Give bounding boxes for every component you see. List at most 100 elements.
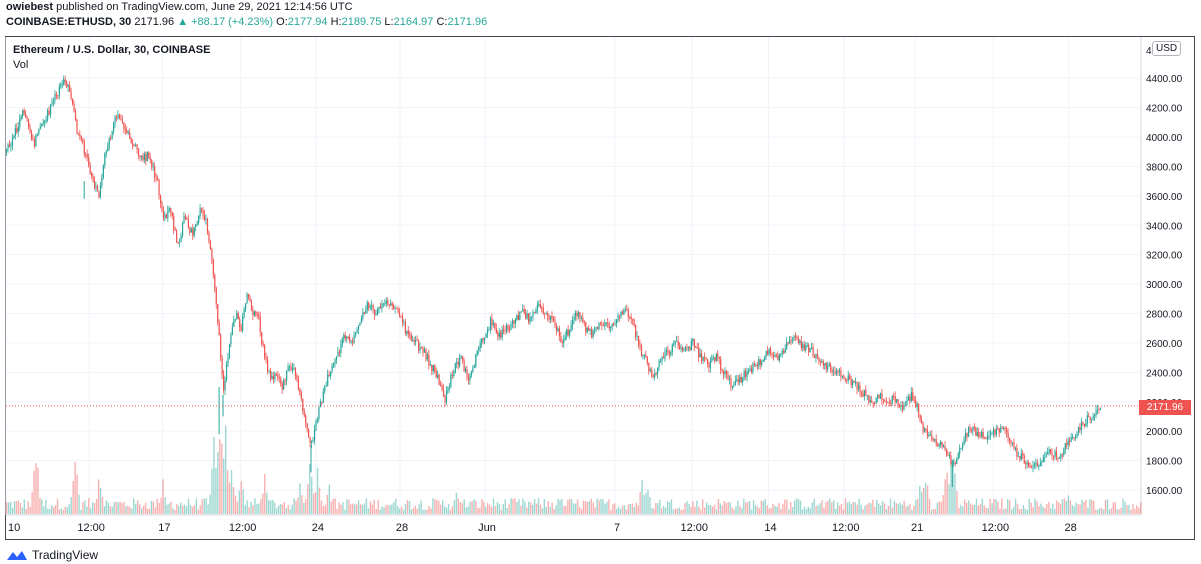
volume-bar <box>242 489 244 514</box>
volume-bar <box>891 507 894 514</box>
candle-body <box>201 208 203 210</box>
candle-body <box>76 119 78 134</box>
candle-body <box>121 119 124 123</box>
candle-body <box>1085 423 1087 426</box>
candle-body <box>783 350 785 353</box>
volume-bar <box>686 501 688 514</box>
candle-body <box>324 386 326 392</box>
candle-body <box>481 338 483 343</box>
candle-body <box>155 177 157 179</box>
volume-bar <box>844 498 847 514</box>
candle-body <box>601 324 603 326</box>
candle-body <box>1066 443 1068 445</box>
volume-bar <box>256 504 258 514</box>
candle-body <box>901 405 904 410</box>
candle-body <box>459 358 461 366</box>
volume-bar <box>369 501 372 514</box>
candle-body <box>739 376 741 383</box>
candle-body <box>560 336 562 343</box>
volume-bar <box>893 500 896 514</box>
volume-bar <box>967 500 970 514</box>
candle-body <box>1004 427 1006 430</box>
volume-bar <box>885 509 888 514</box>
candle-body <box>312 440 314 442</box>
volume-bar <box>1069 500 1072 514</box>
volume-bar <box>821 500 823 514</box>
candle-body <box>922 422 924 432</box>
candle-body <box>165 214 168 219</box>
candle-body <box>32 139 34 141</box>
volume-bar <box>1042 506 1044 514</box>
volume-bar <box>555 505 557 514</box>
volume-bar <box>312 493 315 514</box>
candle-body <box>579 312 581 319</box>
volume-bar <box>764 498 767 514</box>
candle-body <box>177 242 179 244</box>
volume-bar <box>1046 504 1048 514</box>
volume-bar <box>831 502 833 514</box>
volume-bar <box>834 508 837 514</box>
candle-body <box>126 130 128 134</box>
candle-body <box>831 369 833 373</box>
candle-body <box>255 311 257 316</box>
candle-body <box>98 191 100 198</box>
volume-bar <box>909 503 911 514</box>
candle-body <box>404 322 407 334</box>
candle-body <box>259 316 261 333</box>
candle-body <box>618 315 621 317</box>
volume-bar <box>205 498 207 514</box>
volume-bar <box>897 503 899 514</box>
candle-body <box>1030 466 1033 468</box>
candle-body <box>682 347 684 351</box>
candle-body <box>316 419 319 421</box>
volume-bar <box>52 506 55 514</box>
candle-body <box>583 321 585 323</box>
volume-bar <box>316 467 319 514</box>
volume-bar <box>651 507 653 514</box>
candle-body <box>99 185 102 198</box>
candle-body <box>654 373 656 377</box>
volume-bar <box>453 500 456 514</box>
candle-body <box>982 432 984 439</box>
candle-body <box>379 306 382 309</box>
tradingview-footer[interactable]: TradingView <box>6 548 98 562</box>
volume-bar <box>975 498 978 514</box>
published-text: published on TradingView.com, June 29, 2… <box>56 1 353 13</box>
volume-bar <box>74 462 76 514</box>
candle-body <box>702 356 704 361</box>
volume-bar <box>533 499 536 514</box>
volume-bar <box>768 508 770 514</box>
candle-body <box>469 375 471 381</box>
candle-body <box>290 366 292 370</box>
candle-body <box>877 394 879 398</box>
candle-body <box>230 335 232 345</box>
candle-body <box>287 366 289 372</box>
volume-bar <box>11 507 14 514</box>
volume-bar <box>1085 500 1087 514</box>
volume-bar <box>90 507 92 514</box>
candle-body <box>158 180 160 196</box>
candle-body <box>882 399 885 401</box>
candle-body <box>435 371 437 378</box>
volume-bar <box>991 503 993 514</box>
volume-bar <box>928 498 931 514</box>
volume-bar <box>267 500 270 514</box>
candle-body <box>236 313 238 319</box>
candle-body <box>1061 454 1063 456</box>
currency-badge[interactable]: USD <box>1152 41 1182 56</box>
volume-bar <box>252 505 254 514</box>
candle-body <box>23 110 25 114</box>
volume-bar <box>289 509 291 514</box>
candle-body <box>1016 448 1018 457</box>
volume-bar <box>1020 509 1023 514</box>
candle-body <box>184 215 187 218</box>
candle-body <box>730 378 732 388</box>
volume-bar <box>330 501 332 514</box>
volume-bar <box>1102 509 1105 514</box>
candle-body <box>991 433 993 435</box>
candle-body <box>26 117 28 119</box>
volume-bar <box>350 504 352 514</box>
volume-bar <box>486 502 489 514</box>
candle-body <box>180 236 182 243</box>
